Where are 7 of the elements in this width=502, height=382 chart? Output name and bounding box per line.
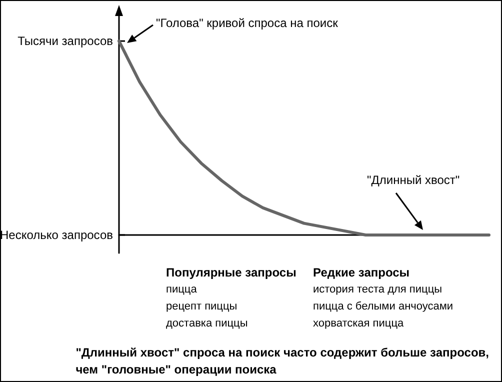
text: Несколько запросов: [0, 228, 113, 242]
annotation: "Длинный хвост": [367, 173, 460, 187]
text: Популярные запросы пицца рецепт пиццы доставка пиццы: [166, 266, 296, 330]
text: Редкие запросы история теста для пиццы пицца с белыми анчоусами хорватская пицца: [313, 266, 454, 330]
text: Тысячи запросов: [18, 34, 113, 48]
text: "Длинный хвост" спроса на поиск часто содержит больше запросов, чем "головные" операции поиска: [76, 346, 490, 376]
text: "Голова" кривой спроса на поиск: [156, 16, 339, 30]
